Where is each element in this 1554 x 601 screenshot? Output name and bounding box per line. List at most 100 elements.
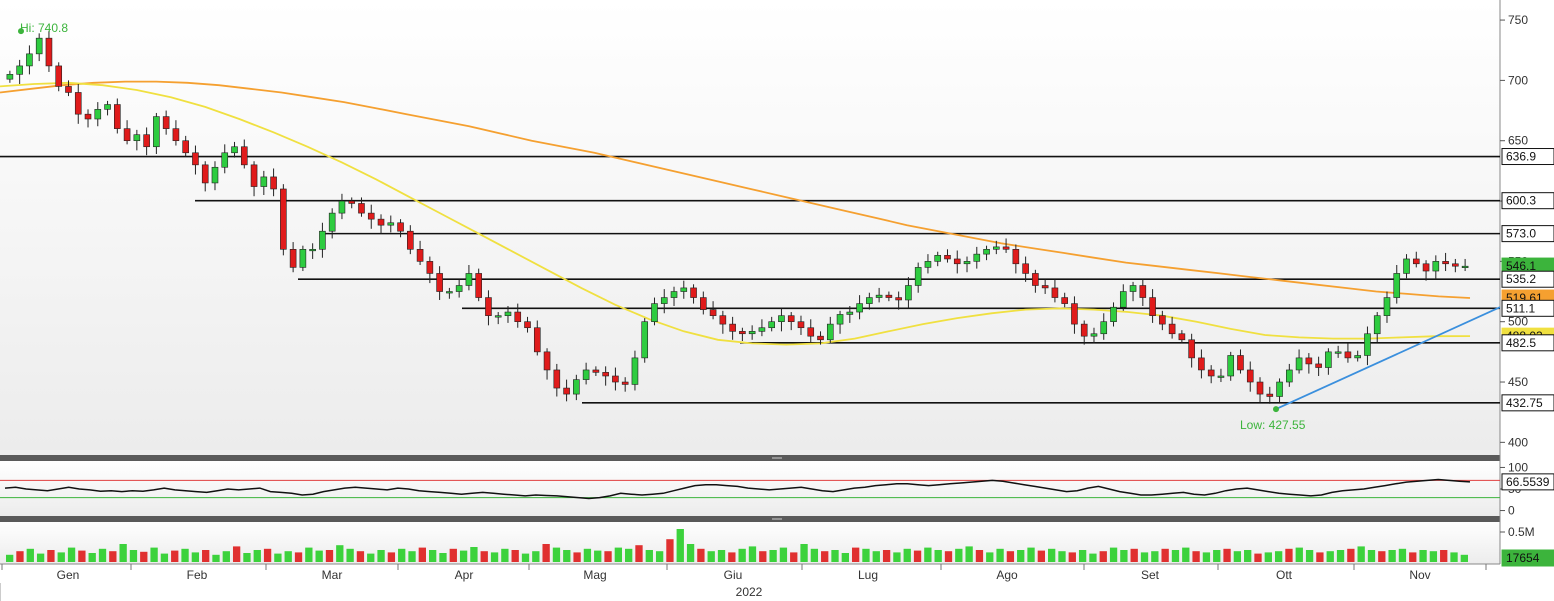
volume-bar: [1068, 552, 1076, 562]
volume-bar: [666, 539, 674, 562]
candle-down: [1022, 263, 1029, 274]
candle-up: [934, 255, 942, 262]
volume-bar: [955, 548, 963, 562]
volume-bar: [1254, 553, 1262, 562]
candle-down: [602, 372, 609, 377]
candle-down: [182, 140, 189, 154]
volume-bar: [635, 545, 643, 562]
volume-bar: [759, 551, 767, 562]
volume-bar: [542, 544, 550, 562]
candle-down: [280, 188, 287, 250]
volume-bar: [336, 545, 344, 562]
volume-bar: [810, 548, 819, 562]
candle-down: [1442, 261, 1449, 265]
volume-bar: [532, 551, 540, 562]
volume-bar: [1305, 550, 1314, 562]
volume-bar: [418, 547, 426, 562]
candle-up: [1090, 333, 1098, 337]
volume-bar: [944, 551, 953, 562]
rsi-line: [4, 478, 1471, 500]
volume-bar: [1048, 548, 1056, 562]
volume-bar: [1202, 552, 1211, 562]
candle-up: [26, 53, 33, 67]
volume-bar: [109, 551, 117, 562]
candle-down: [612, 375, 619, 383]
month-label: Giu: [724, 568, 743, 582]
volume-bar: [1213, 550, 1221, 562]
volume-bar: [1233, 551, 1242, 562]
volume-bar: [1192, 551, 1200, 562]
candle-up: [328, 212, 336, 232]
volume-bar: [1419, 550, 1427, 562]
volume-bar: [284, 551, 292, 562]
volume-bar: [552, 547, 561, 562]
volume-bar: [655, 551, 664, 562]
price-tick-label: 500: [1508, 315, 1528, 329]
candle-up: [748, 331, 756, 335]
volume-bar: [253, 550, 261, 562]
volume-bar: [57, 552, 65, 562]
candle-down: [201, 164, 209, 184]
candle-up: [846, 311, 854, 315]
volume-bar: [119, 544, 127, 562]
volume-bar: [1130, 548, 1138, 562]
ma50-line: [0, 81, 1471, 346]
volume-bar: [1347, 548, 1355, 562]
candle-down: [1080, 323, 1088, 337]
volume-bar: [356, 551, 365, 562]
candle-down: [807, 327, 815, 337]
price-tick-label: 400: [1508, 435, 1528, 449]
level-label: 511.1: [1506, 301, 1535, 315]
volume-bar: [728, 552, 736, 562]
panel-divider-2[interactable]: [0, 516, 1500, 522]
level-label: 546.1: [1506, 259, 1536, 273]
candle-up: [1325, 351, 1332, 368]
volume-bar: [1326, 551, 1334, 562]
volume-bar: [315, 550, 323, 562]
trend-line: [1275, 306, 1501, 410]
volume-bar: [1398, 548, 1407, 562]
volume-bar: [1264, 552, 1272, 562]
month-label: Apr: [455, 568, 474, 582]
candle-down: [123, 128, 131, 142]
candle-down: [172, 128, 180, 142]
candle-down: [953, 258, 961, 265]
candle-down: [1422, 263, 1430, 272]
candle-up: [299, 249, 307, 268]
volume-bar: [790, 552, 798, 562]
candle-down: [1305, 357, 1313, 365]
volume-bar: [1378, 551, 1386, 562]
volume-bar: [1151, 551, 1159, 562]
volume-bar: [346, 548, 354, 562]
volume-bar: [965, 546, 973, 562]
candle-up: [387, 222, 395, 226]
candle-down: [797, 321, 805, 329]
volume-bar: [294, 552, 303, 562]
candle-up: [963, 261, 971, 265]
volume-bar: [16, 551, 24, 562]
volume-bar: [1058, 551, 1066, 562]
level-label-bg: [1501, 334, 1554, 352]
candle-up: [94, 109, 102, 120]
candle-down: [1032, 273, 1039, 286]
candle-down: [1159, 315, 1166, 325]
candle-up: [641, 321, 649, 359]
low-annotation: Low: 427.55: [1240, 418, 1306, 432]
volume-bar: [686, 544, 695, 562]
candle-up: [778, 315, 785, 322]
candle-up: [973, 253, 981, 262]
panel-divider-1[interactable]: [0, 455, 1500, 461]
candle-down: [114, 104, 121, 129]
level-label-bg: [1501, 270, 1554, 288]
volume-bar: [377, 550, 385, 562]
volume-bar: [1285, 548, 1293, 562]
volume-bar: [202, 550, 210, 562]
candle-down: [1139, 285, 1147, 298]
candle-down: [543, 351, 551, 371]
candle-down: [240, 146, 248, 166]
candle-down: [397, 222, 404, 232]
candle-down: [162, 116, 170, 129]
volume-bar: [1357, 546, 1365, 562]
candle-up: [1373, 315, 1381, 335]
volume-bar: [160, 553, 169, 562]
